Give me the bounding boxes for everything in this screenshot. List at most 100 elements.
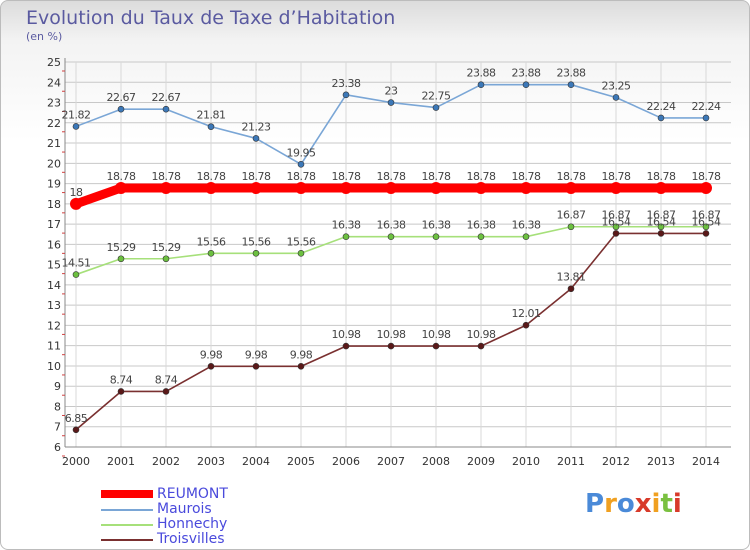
- data-point-maurois: [702, 114, 710, 122]
- data-point-reumont: [655, 182, 667, 195]
- data-label: 16.54: [647, 215, 676, 228]
- data-point-honnechy: [567, 223, 575, 231]
- logo-letter: t: [660, 489, 673, 519]
- data-point-reumont: [250, 182, 262, 195]
- data-label: 18.78: [332, 170, 361, 183]
- logo-letter: r: [604, 489, 617, 519]
- data-point-honnechy: [432, 233, 440, 240]
- x-tick-label: 2013: [647, 455, 675, 468]
- data-label: 18.78: [467, 170, 496, 183]
- data-point-maurois: [117, 105, 125, 113]
- data-label: 23.88: [467, 67, 496, 80]
- data-label: 14.51: [62, 257, 91, 270]
- data-label: 6.85: [65, 412, 88, 425]
- data-point-honnechy: [612, 223, 620, 231]
- data-point-troisvilles: [252, 363, 260, 370]
- logo-letter: i: [672, 489, 682, 519]
- data-label: 22.24: [647, 100, 676, 113]
- data-point-maurois: [612, 94, 620, 101]
- data-point-honnechy: [207, 249, 215, 257]
- data-point-troisvilles: [117, 388, 125, 395]
- data-label: 18.78: [197, 170, 226, 183]
- data-label: 16.38: [467, 219, 496, 232]
- data-label: 9.98: [245, 348, 268, 361]
- data-point-troisvilles: [612, 230, 620, 237]
- data-point-troisvilles: [342, 342, 350, 350]
- data-point-troisvilles: [162, 388, 170, 395]
- data-point-troisvilles: [207, 363, 215, 370]
- x-tick-label: 2002: [152, 455, 180, 468]
- legend: REUMONT Maurois Honnechy Troisvilles: [101, 487, 301, 547]
- data-point-maurois: [162, 105, 170, 113]
- legend-swatch: [101, 490, 153, 498]
- data-point-troisvilles: [432, 342, 440, 350]
- data-point-honnechy: [72, 271, 80, 278]
- data-point-reumont: [565, 182, 577, 195]
- data-point-reumont: [385, 182, 397, 195]
- x-tick-label: 2001: [107, 455, 135, 468]
- data-point-reumont: [520, 182, 532, 195]
- data-label: 16.87: [647, 209, 676, 222]
- y-tick-label: 19: [47, 178, 61, 191]
- data-point-troisvilles: [522, 321, 530, 329]
- data-label: 23.88: [512, 67, 541, 80]
- data-point-troisvilles: [297, 363, 305, 370]
- data-label: 22.24: [692, 100, 721, 113]
- data-point-troisvilles: [567, 285, 575, 293]
- data-label: 15.29: [152, 241, 181, 254]
- data-point-reumont: [700, 182, 712, 195]
- data-label: 18.78: [377, 170, 406, 183]
- data-label: 10.98: [377, 328, 406, 341]
- y-tick-label: 17: [47, 218, 61, 231]
- data-label: 23: [385, 85, 398, 98]
- x-tick-label: 2003: [197, 455, 225, 468]
- x-tick-label: 2000: [62, 455, 90, 468]
- data-point-maurois: [297, 161, 305, 168]
- data-label: 22.75: [422, 90, 451, 103]
- data-label: 21.82: [62, 108, 91, 121]
- data-label: 16.38: [512, 219, 541, 232]
- y-tick-label: 8: [54, 400, 61, 413]
- data-point-troisvilles: [72, 426, 80, 434]
- data-label: 13.81: [557, 271, 586, 284]
- data-point-honnechy: [252, 249, 260, 257]
- y-tick-label: 14: [47, 279, 61, 292]
- data-label: 18.78: [557, 170, 586, 183]
- logo-letter: i: [651, 489, 661, 519]
- data-label: 22.67: [152, 91, 181, 104]
- x-tick-label: 2010: [512, 455, 540, 468]
- data-point-reumont: [115, 182, 127, 195]
- data-point-reumont: [160, 182, 172, 195]
- data-label: 8.74: [110, 373, 133, 386]
- legend-item-honnechy: Honnechy: [101, 517, 301, 532]
- data-label: 15.56: [197, 235, 226, 248]
- data-label: 9.98: [200, 348, 223, 361]
- x-tick-label: 2008: [422, 455, 450, 468]
- x-tick-label: 2014: [692, 455, 720, 468]
- data-label: 18.78: [287, 170, 316, 183]
- data-label: 16.38: [332, 219, 361, 232]
- logo-letter: x: [634, 489, 652, 519]
- data-point-reumont: [340, 182, 352, 195]
- data-label: 10.98: [467, 328, 496, 341]
- data-label: 18.78: [692, 170, 721, 183]
- data-point-troisvilles: [657, 230, 665, 237]
- data-point-honnechy: [522, 233, 530, 240]
- data-label: 18.78: [107, 170, 136, 183]
- data-label: 10.98: [332, 328, 361, 341]
- y-tick-label: 16: [47, 238, 61, 251]
- data-label: 16.38: [377, 219, 406, 232]
- data-label: 23.38: [332, 77, 361, 90]
- proxiti-logo: Proxiti: [585, 489, 682, 519]
- data-label: 21.81: [197, 109, 226, 122]
- logo-letter: o: [616, 489, 635, 519]
- x-tick-label: 2004: [242, 455, 270, 468]
- y-tick-label: 9: [54, 380, 61, 393]
- data-point-honnechy: [117, 255, 125, 263]
- data-point-maurois: [567, 81, 575, 88]
- data-label: 16.54: [602, 215, 631, 228]
- data-label: 15.56: [287, 235, 316, 248]
- legend-label: REUMONT: [157, 486, 228, 502]
